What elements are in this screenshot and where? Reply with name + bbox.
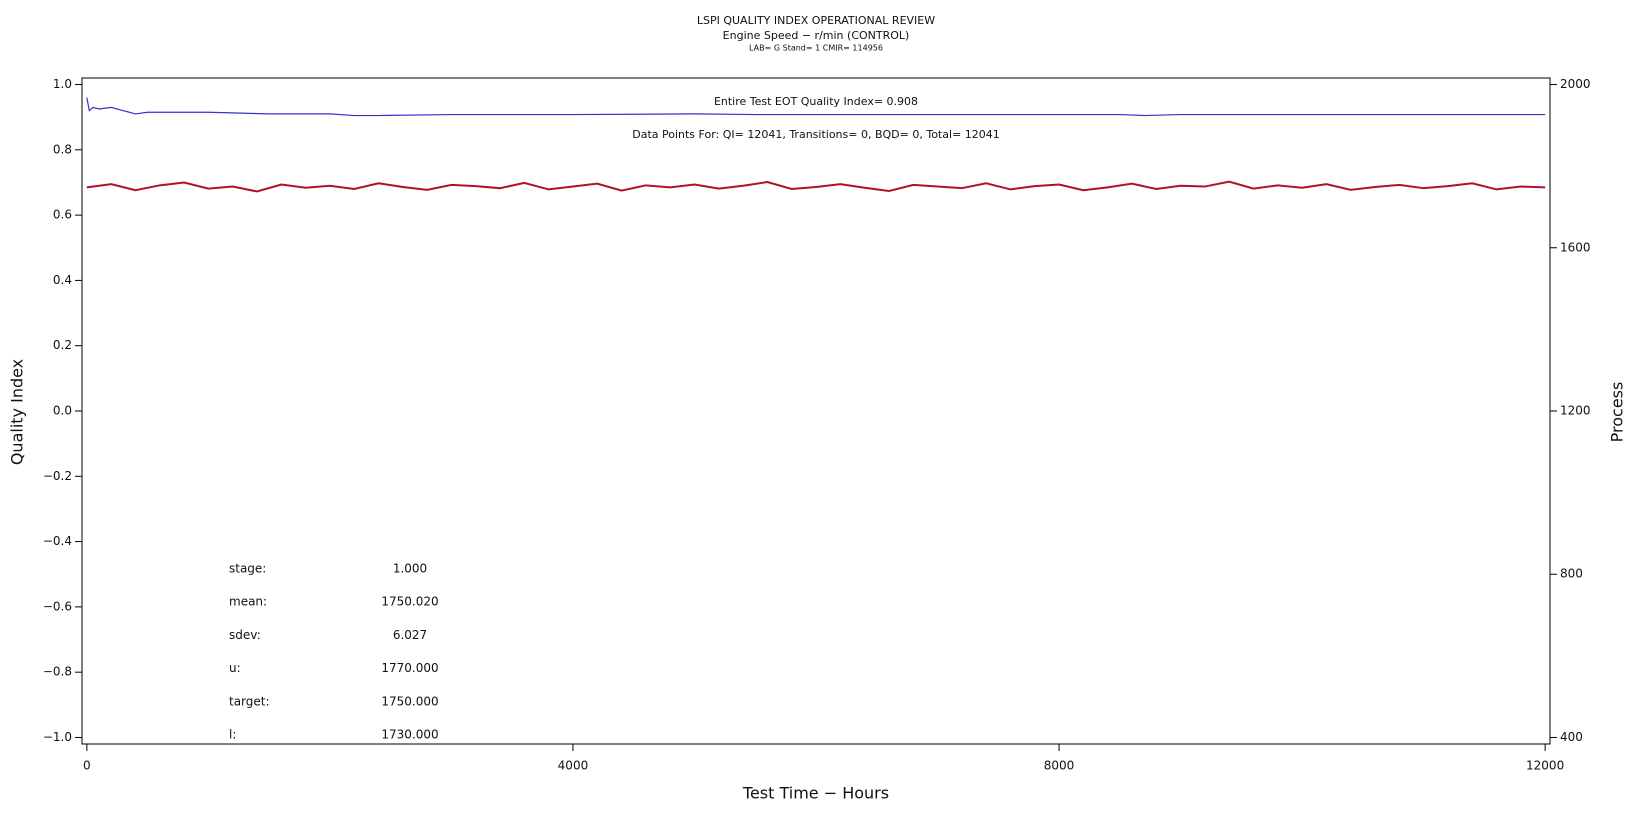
y-tick-label: 0.2 <box>53 338 72 352</box>
y2-tick-label: 2000 <box>1560 77 1591 91</box>
chart-subtitle: Engine Speed − r/min (CONTROL) <box>723 29 910 42</box>
x-tick-label: 0 <box>83 759 91 773</box>
stat-value: 6.027 <box>393 628 427 642</box>
stat-label: l: <box>229 728 236 742</box>
annotation: Entire Test EOT Quality Index= 0.908 <box>714 95 918 108</box>
y2-tick-label: 1600 <box>1560 240 1591 254</box>
x-tick-label: 8000 <box>1044 759 1075 773</box>
x-tick-label: 12000 <box>1526 759 1564 773</box>
y-tick-label: 0.6 <box>53 208 72 222</box>
stat-label: sdev: <box>229 628 261 642</box>
y2-tick-label: 1200 <box>1560 404 1591 418</box>
y-tick-label: −0.6 <box>43 599 72 613</box>
y-tick-label: −0.8 <box>43 665 72 679</box>
y2-tick-label: 400 <box>1560 730 1583 744</box>
y2-tick-label: 800 <box>1560 567 1583 581</box>
y-tick-label: 1.0 <box>53 77 72 91</box>
series-line <box>86 97 1546 117</box>
y-tick-label: 0.4 <box>53 273 72 287</box>
x-axis-label: Test Time − Hours <box>742 784 889 803</box>
stat-label: u: <box>229 661 241 675</box>
stat-value: 1770.000 <box>381 661 438 675</box>
y-tick-label: −0.4 <box>43 534 72 548</box>
y-tick-label: −0.2 <box>43 469 72 483</box>
chart-title: LSPI QUALITY INDEX OPERATIONAL REVIEW <box>697 14 935 27</box>
annotation: Data Points For: QI= 12041, Transitions=… <box>632 128 1000 141</box>
stat-value: 1750.000 <box>381 694 438 708</box>
y-tick-label: 0.8 <box>53 142 72 156</box>
stat-label: mean: <box>229 595 267 609</box>
y-tick-label: −1.0 <box>43 730 72 744</box>
y-axis-label: Quality Index <box>8 359 27 465</box>
series-line <box>86 180 1546 193</box>
stat-value: 1730.000 <box>381 728 438 742</box>
stat-value: 1750.020 <box>381 595 438 609</box>
y-tick-label: 0.0 <box>53 404 72 418</box>
stat-value: 1.000 <box>393 562 427 576</box>
stat-label: stage: <box>229 562 266 576</box>
y2-axis-label: Process <box>1608 382 1627 443</box>
stat-label: target: <box>229 694 270 708</box>
x-tick-label: 4000 <box>558 759 589 773</box>
plot-frame <box>81 77 1551 745</box>
chart-subtitle: LAB= G Stand= 1 CMIR= 114956 <box>749 44 883 53</box>
